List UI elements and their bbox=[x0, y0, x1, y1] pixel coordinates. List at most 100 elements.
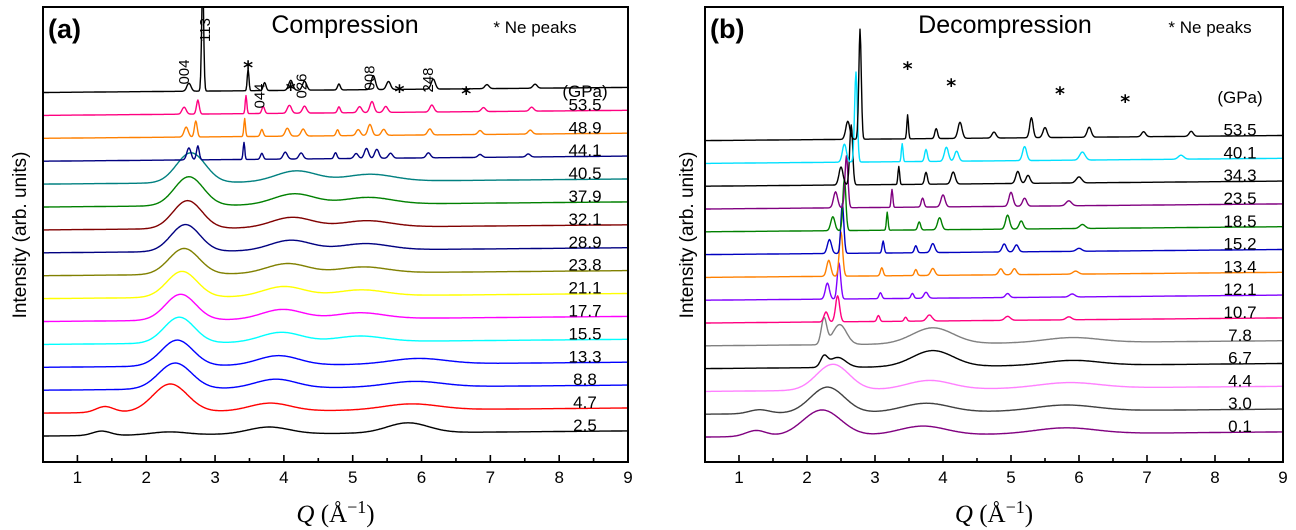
ne-peaks-note: * Ne peaks bbox=[1168, 18, 1251, 37]
pressure-label: 32.1 bbox=[568, 210, 601, 229]
ne-peak-marker: * bbox=[1055, 83, 1065, 105]
x-tick-label: 2 bbox=[142, 468, 151, 487]
x-tick-label: 4 bbox=[938, 468, 947, 487]
x-tick-label: 3 bbox=[210, 468, 219, 487]
pressure-label: 48.9 bbox=[568, 118, 601, 137]
series-line-40.1 bbox=[705, 71, 1283, 165]
pressure-label: 53.5 bbox=[568, 95, 601, 114]
series-line-top bbox=[43, 7, 628, 94]
x-tick-label: 8 bbox=[554, 468, 563, 487]
series-line-17.7 bbox=[43, 293, 628, 323]
series-line-13.4 bbox=[705, 231, 1283, 279]
peak-index-label: 248 bbox=[420, 67, 437, 92]
x-tick-label: 4 bbox=[279, 468, 288, 487]
pressure-label: 3.0 bbox=[1228, 394, 1252, 413]
pressure-label: 10.7 bbox=[1223, 303, 1256, 322]
series-group bbox=[705, 28, 1283, 438]
x-tick-label: 1 bbox=[734, 468, 743, 487]
pressure-unit-label: (GPa) bbox=[562, 82, 607, 101]
series-line-28.9 bbox=[43, 223, 628, 254]
series-line-7.8 bbox=[705, 316, 1283, 347]
peak-index-label: 113 bbox=[197, 18, 214, 42]
pressure-label: 37.9 bbox=[568, 187, 601, 206]
pressure-label: 44.1 bbox=[568, 141, 601, 160]
x-tick-label: 7 bbox=[486, 468, 495, 487]
pressure-unit-label: (GPa) bbox=[1217, 88, 1262, 107]
pressure-label: 0.1 bbox=[1228, 417, 1252, 436]
pressure-label: 21.1 bbox=[568, 279, 601, 298]
series-line-15.2 bbox=[705, 202, 1283, 256]
pressure-label: 40.5 bbox=[568, 164, 601, 183]
x-tick-label: 6 bbox=[1074, 468, 1083, 487]
series-line-8.8 bbox=[43, 362, 628, 391]
series-line-4.4 bbox=[705, 363, 1283, 393]
series-group bbox=[43, 7, 628, 437]
ne-peak-marker: * bbox=[395, 81, 405, 103]
series-line-48.9 bbox=[43, 117, 628, 140]
series-line-2.5 bbox=[43, 422, 628, 437]
x-tick-label: 1 bbox=[73, 468, 82, 487]
pressure-label: 6.7 bbox=[1228, 349, 1252, 368]
pressure-label: 17.7 bbox=[568, 302, 601, 321]
pressure-label: 15.2 bbox=[1223, 235, 1256, 254]
x-tick-label: 9 bbox=[1278, 468, 1287, 487]
series-line-4.7 bbox=[43, 383, 628, 414]
x-tick-label: 8 bbox=[1210, 468, 1219, 487]
pressure-label: 34.3 bbox=[1223, 166, 1256, 185]
pressure-label: 8.8 bbox=[573, 370, 597, 389]
x-axis-unit: (Å bbox=[979, 501, 1005, 528]
series-line-40.5 bbox=[43, 152, 628, 185]
series-line-10.7 bbox=[705, 295, 1283, 324]
pressure-label: 4.4 bbox=[1228, 371, 1252, 390]
pressure-label: 28.9 bbox=[568, 233, 601, 252]
x-axis-symbol: Q bbox=[955, 501, 979, 528]
x-tick-label: 9 bbox=[623, 468, 632, 487]
ne-peak-marker: * bbox=[243, 57, 253, 79]
series-line-34.3 bbox=[705, 124, 1283, 187]
x-tick-label: 6 bbox=[417, 468, 426, 487]
plot-frame bbox=[704, 6, 1284, 463]
series-line-23.8 bbox=[43, 247, 628, 277]
chart-title: Decompression bbox=[918, 11, 1092, 39]
x-tick-label: 2 bbox=[802, 468, 811, 487]
series-line-23.5 bbox=[705, 155, 1283, 210]
x-axis-symbol: Q bbox=[296, 501, 320, 528]
pressure-label: 18.5 bbox=[1223, 212, 1256, 231]
ne-peak-marker: * bbox=[903, 58, 913, 80]
peak-index-label: 004 bbox=[176, 59, 193, 84]
pressure-label: 12.1 bbox=[1223, 280, 1256, 299]
pressure-label: 53.5 bbox=[1223, 121, 1256, 140]
pressure-label: 13.4 bbox=[1223, 257, 1256, 276]
x-tick-label: 3 bbox=[870, 468, 879, 487]
chart-title: Compression bbox=[271, 11, 418, 39]
x-axis-exponent: −1 bbox=[1006, 497, 1025, 517]
peak-index-label: 008 bbox=[362, 65, 379, 90]
pressure-label: 4.7 bbox=[573, 393, 597, 412]
series-line-13.3 bbox=[43, 339, 628, 368]
ne-peak-marker: * bbox=[1120, 91, 1130, 113]
series-line-53.5 bbox=[43, 94, 628, 117]
series-line-12.1 bbox=[705, 262, 1283, 301]
series-line-37.9 bbox=[43, 175, 628, 208]
plot-frame bbox=[42, 6, 629, 463]
peak-index-label: 044 bbox=[252, 83, 269, 108]
ne-peak-marker: * bbox=[286, 79, 296, 101]
x-axis-unit: (Å bbox=[321, 501, 347, 528]
y-axis-label: Intensity (arb. units) bbox=[10, 152, 31, 319]
x-tick-label: 7 bbox=[1142, 468, 1151, 487]
pressure-label: 2.5 bbox=[573, 416, 597, 435]
pressure-label: 13.3 bbox=[568, 347, 601, 366]
ne-peak-marker: * bbox=[946, 75, 956, 97]
series-line-15.5 bbox=[43, 316, 628, 346]
x-tick-label: 5 bbox=[348, 468, 357, 487]
pressure-label: 40.1 bbox=[1223, 143, 1256, 162]
pressure-label: 15.5 bbox=[568, 324, 601, 343]
pressure-label: 7.8 bbox=[1228, 326, 1252, 345]
panel-label: (a) bbox=[48, 14, 81, 44]
peak-index-label: 026 bbox=[294, 73, 311, 98]
series-line-21.1 bbox=[43, 270, 628, 300]
series-line-0.1 bbox=[705, 409, 1283, 438]
series-line-53.5 bbox=[705, 28, 1283, 142]
x-axis-close: ) bbox=[1025, 501, 1033, 528]
